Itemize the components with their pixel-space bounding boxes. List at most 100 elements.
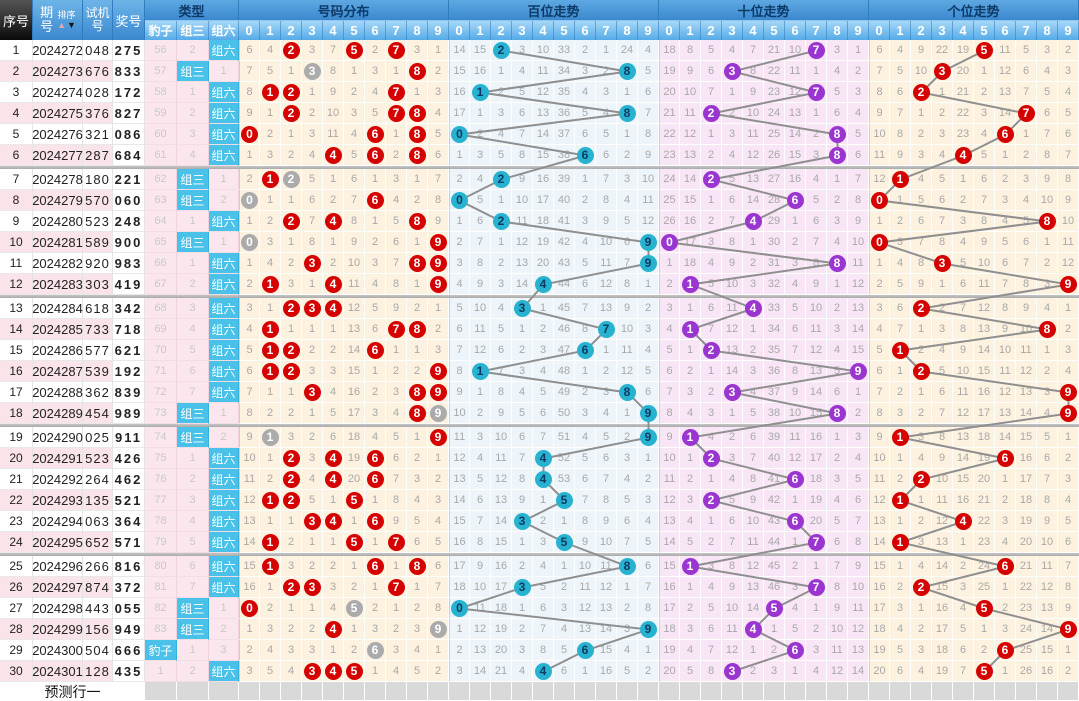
dist-cell: 1 <box>428 40 449 61</box>
tens-cell: 1 <box>701 511 722 532</box>
tens-cell: 1 <box>701 469 722 490</box>
prediction-empty-cell <box>890 682 911 701</box>
tens-cell: 2 <box>701 211 722 232</box>
hundreds-cell: 4 <box>533 361 554 382</box>
prediction-empty-cell <box>932 682 953 701</box>
table-row: 21 2024292 264 462 76 2 组六 11 2 2 4 4 20 6 7 3 2 13 5 12 8 4 5… <box>0 469 1079 490</box>
test-number-cell: 128 <box>83 661 113 682</box>
tens-cell: 1 <box>827 274 848 295</box>
test-number-cell: 048 <box>83 40 113 61</box>
dist-cell: 9 <box>428 274 449 295</box>
header-prize: 奖号 <box>113 0 145 40</box>
tens-cell: 18 <box>806 469 827 490</box>
hundreds-cell: 3 <box>596 382 617 403</box>
drawn-number-circle: 0 <box>871 233 888 251</box>
dist-cell: 3 <box>281 640 302 661</box>
tens-cell: 27 <box>764 169 785 190</box>
tens-cell: 4 <box>806 661 827 682</box>
seq-cell: 14 <box>0 319 33 340</box>
period-cell: 2024292 <box>32 469 83 490</box>
hundreds-cell: 6 <box>638 82 659 103</box>
units-cell: 1 <box>911 598 932 619</box>
dist-cell: 5 <box>365 103 386 124</box>
dist-cell: 1 <box>407 232 428 253</box>
dist-cell: 1 <box>407 577 428 598</box>
drawn-number-circle: 8 <box>618 557 636 575</box>
seq-cell: 8 <box>0 190 33 211</box>
dist-cell: 1 <box>239 145 260 166</box>
dist-cell: 4 <box>386 661 407 682</box>
type-cell: 组三 <box>177 169 209 190</box>
drawn-number-circle: 1 <box>471 83 489 101</box>
tens-cell: 8 <box>743 61 764 82</box>
tens-cell: 7 <box>806 532 827 553</box>
hundreds-cell: 2 <box>512 340 533 361</box>
dist-cell: 2 <box>323 190 344 211</box>
subheader-digit: 5 <box>974 20 995 40</box>
dist-cell: 1 <box>344 556 365 577</box>
tens-cell: 3 <box>764 661 785 682</box>
units-cell: 7 <box>1016 253 1037 274</box>
units-cell: 1 <box>890 340 911 361</box>
table-row: 30 2024301 128 435 1 2 组六 3 5 4 3 4 5 1 4 5 2 3 14 21 4 4 6 1 16… <box>0 661 1079 682</box>
units-cell: 8 <box>932 232 953 253</box>
subheader-digit: 4 <box>323 20 344 40</box>
type-cell: 1 <box>209 169 239 190</box>
sort-asc-icon[interactable]: ▲ <box>57 20 66 30</box>
hundreds-cell: 2 <box>533 511 554 532</box>
units-cell: 1 <box>1058 298 1079 319</box>
dist-cell: 6 <box>365 319 386 340</box>
hundreds-cell: 9 <box>491 403 512 424</box>
units-cell: 16 <box>1037 661 1058 682</box>
dist-cell: 1 <box>260 340 281 361</box>
tens-cell: 3 <box>701 556 722 577</box>
dist-cell: 2 <box>428 319 449 340</box>
dist-cell: 1 <box>344 619 365 640</box>
dist-cell: 2 <box>281 619 302 640</box>
test-number-cell: 264 <box>83 469 113 490</box>
table-row: 19 2024290 025 911 74 组三 2 9 1 3 2 6 18 4 5 1 9 11 3 10 6 7 51… <box>0 427 1079 448</box>
dist-cell: 7 <box>428 169 449 190</box>
units-cell: 1 <box>1058 640 1079 661</box>
dist-cell: 2 <box>281 361 302 382</box>
dist-cell: 1 <box>260 427 281 448</box>
units-cell: 3 <box>911 532 932 553</box>
units-cell: 6 <box>995 253 1016 274</box>
tens-cell: 20 <box>659 82 680 103</box>
hundreds-cell: 5 <box>554 640 575 661</box>
tens-cell: 1 <box>680 274 701 295</box>
hundreds-cell: 47 <box>554 340 575 361</box>
type-cell: 组三 <box>177 427 209 448</box>
tens-cell: 31 <box>764 253 785 274</box>
units-cell: 7 <box>995 274 1016 295</box>
hundreds-cell: 39 <box>554 169 575 190</box>
hundreds-cell: 15 <box>449 61 470 82</box>
hundreds-cell: 7 <box>596 319 617 340</box>
dist-cell: 16 <box>239 577 260 598</box>
units-cell: 5 <box>974 598 995 619</box>
tens-cell: 9 <box>743 82 764 103</box>
dist-cell: 4 <box>386 403 407 424</box>
units-cell: 3 <box>1058 340 1079 361</box>
hundreds-cell: 2 <box>575 40 596 61</box>
hundreds-cell: 7 <box>596 169 617 190</box>
sort-desc-icon[interactable]: ▼ <box>67 20 76 30</box>
units-cell: 5 <box>869 340 890 361</box>
tens-cell: 3 <box>827 211 848 232</box>
tens-cell: 11 <box>827 640 848 661</box>
units-cell: 2 <box>1037 253 1058 274</box>
tens-cell: 9 <box>848 556 869 577</box>
drawn-number-circle: 7 <box>1017 104 1035 122</box>
tens-cell: 7 <box>806 82 827 103</box>
hundreds-cell: 6 <box>533 598 554 619</box>
hundreds-cell: 24 <box>617 40 638 61</box>
tens-cell: 1 <box>785 490 806 511</box>
prediction-empty-cell <box>554 682 575 701</box>
tens-cell: 7 <box>701 82 722 103</box>
period-cell: 2024281 <box>32 232 83 253</box>
units-cell: 4 <box>932 145 953 166</box>
hundreds-cell: 6 <box>596 145 617 166</box>
table-row: 10 2024281 589 900 65 组三 1 0 3 1 8 1 9 2 6 1 9 2 7 1 12 19 42 4… <box>0 232 1079 253</box>
type-cell: 76 <box>145 469 177 490</box>
units-cell: 2 <box>1058 661 1079 682</box>
